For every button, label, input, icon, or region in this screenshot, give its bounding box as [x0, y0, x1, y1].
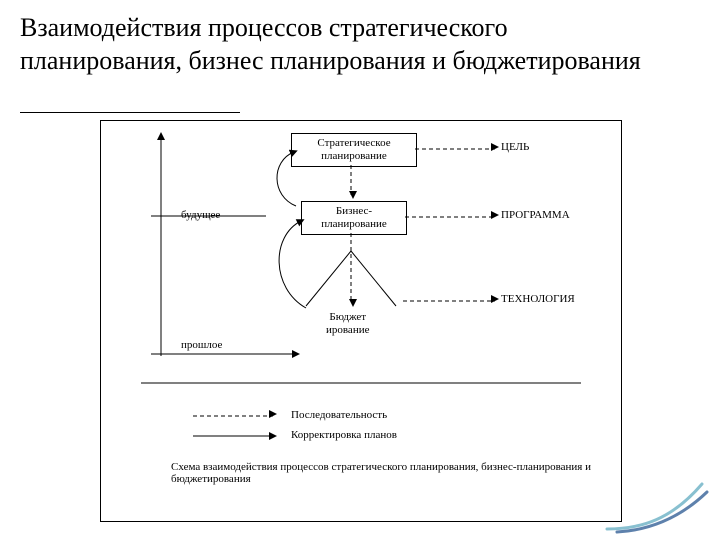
arrow-strat-to-biz	[345, 163, 357, 201]
box-strategic-label: Стратегическое планирование	[317, 137, 390, 162]
diagram-frame: Стратегическое планирование Бизнес- план…	[100, 120, 622, 522]
link-goal	[413, 145, 501, 153]
link-tech	[401, 297, 501, 305]
legend-dashed-arrow	[191, 411, 281, 421]
link-program	[403, 213, 501, 221]
page-title: Взаимодействия процессов стратегического…	[20, 12, 660, 77]
label-goal: ЦЕЛЬ	[501, 141, 529, 154]
divider	[141, 381, 581, 385]
label-program: ПРОГРАММА	[501, 209, 570, 222]
diagram-caption: Схема взаимодействия процессов стратегич…	[171, 461, 591, 485]
feedback-biz-to-strat	[266, 146, 306, 216]
label-past: прошлое	[181, 339, 222, 352]
node-budgeting: Бюджет ирование	[326, 311, 369, 336]
legend-seq: Последовательность	[291, 409, 387, 422]
label-future: будущее	[181, 209, 220, 222]
title-underline	[20, 112, 240, 113]
legend-solid-arrow	[191, 431, 281, 441]
legend-corr: Корректировка планов	[291, 429, 397, 442]
time-axis	[151, 131, 171, 361]
corner-decoration	[602, 474, 712, 534]
branch-v	[296, 251, 406, 311]
box-business-label: Бизнес- планирование	[321, 205, 387, 230]
box-strategic: Стратегическое планирование	[291, 133, 417, 167]
label-tech: ТЕХНОЛОГИЯ	[501, 293, 575, 306]
box-business: Бизнес- планирование	[301, 201, 407, 235]
past-axis	[151, 346, 301, 362]
